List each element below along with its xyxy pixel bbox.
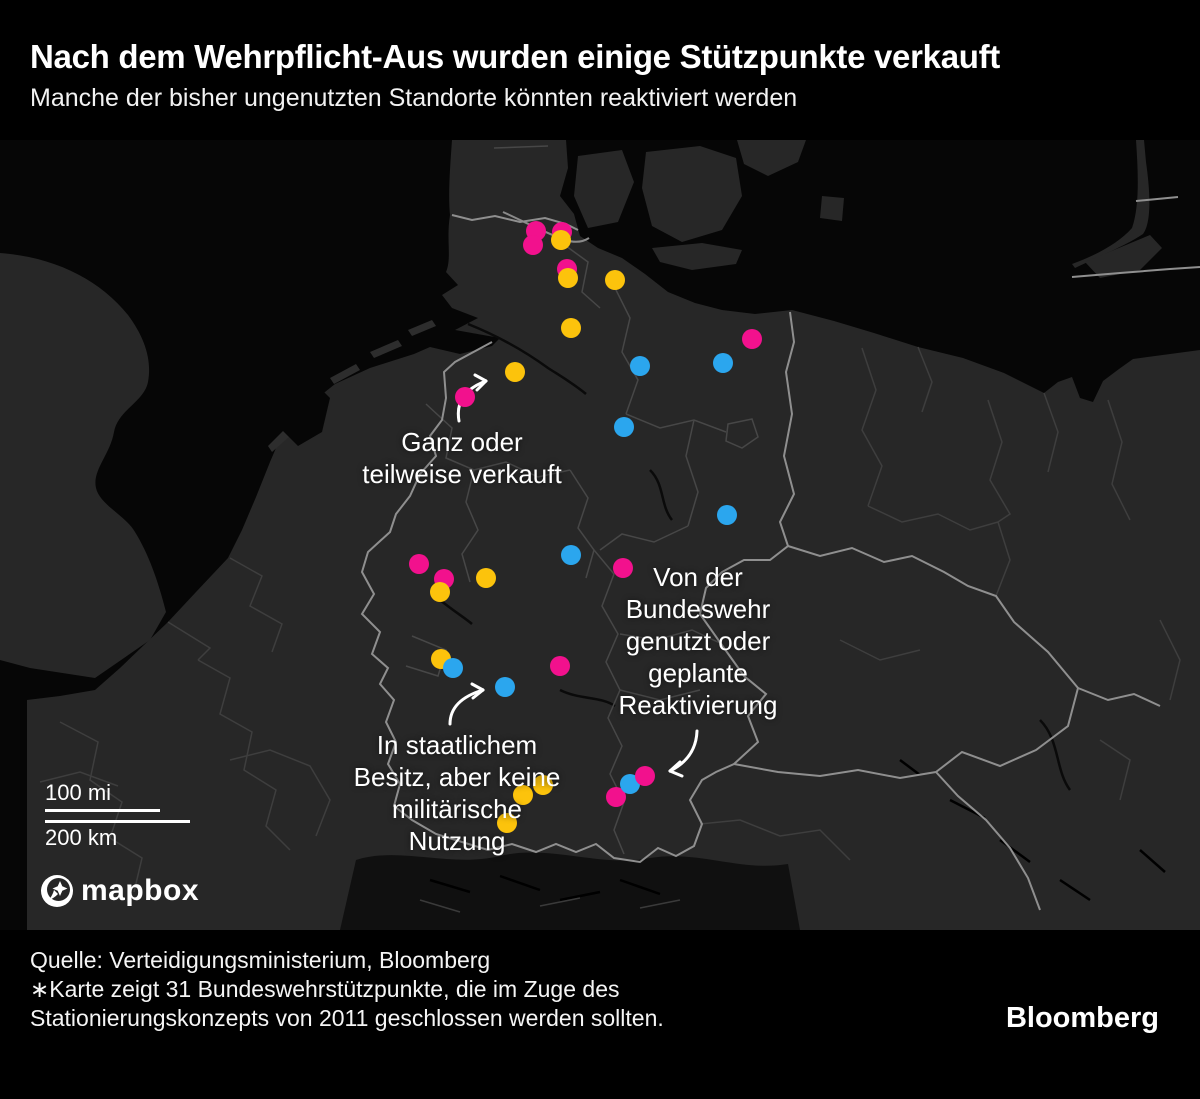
map-point-staatlich xyxy=(630,356,650,376)
map-point-reaktivierung xyxy=(606,787,626,807)
scale-km-bar xyxy=(45,820,190,823)
map-point-reaktivierung xyxy=(635,766,655,786)
annotation-verkauft: Ganz oder teilweise verkauft xyxy=(362,427,562,489)
scale-miles-bar xyxy=(45,809,160,812)
arrow-to-reaktivierung-dot xyxy=(668,729,699,778)
map-point-verkauft xyxy=(430,582,450,602)
page-subtitle: Manche der bisher ungenutzten Standorte … xyxy=(30,84,798,112)
mapbox-attribution[interactable]: mapbox xyxy=(40,874,199,908)
map-point-verkauft xyxy=(505,362,525,382)
map-point-verkauft xyxy=(497,813,517,833)
footnote: ∗Karte zeigt 31 Bundeswehrstützpunkte, d… xyxy=(30,976,664,1031)
map-point-verkauft xyxy=(561,318,581,338)
mapbox-logo-icon xyxy=(41,875,73,907)
mapbox-wordmark: mapbox xyxy=(81,874,200,907)
england-land xyxy=(0,253,166,678)
map-point-reaktivierung xyxy=(455,387,475,407)
state-borders xyxy=(405,145,759,855)
baltic-islands xyxy=(574,140,1162,278)
map-point-reaktivierung xyxy=(409,554,429,574)
map-point-verkauft xyxy=(533,775,553,795)
page-title: Nach dem Wehrpflicht-Aus wurden einige S… xyxy=(30,38,1000,75)
map-point-verkauft xyxy=(605,270,625,290)
map-point-reaktivierung xyxy=(742,329,762,349)
annotation-reaktivierung: Von der Bundeswehr genutzt oder geplante… xyxy=(618,562,778,720)
map-point-staatlich xyxy=(620,774,640,794)
map-point-verkauft xyxy=(476,568,496,588)
map-canvas xyxy=(0,140,1200,930)
map-point-staatlich xyxy=(713,353,733,373)
scale-miles-label: 100 mi xyxy=(45,780,112,805)
scale-km-label: 200 km xyxy=(45,825,118,850)
map-point-verkauft xyxy=(513,785,533,805)
annotation-staatlich: In staatlichem Besitz, aber keine militä… xyxy=(353,730,561,856)
map-point-verkauft xyxy=(551,230,571,250)
alps-terrain xyxy=(340,759,1166,930)
source-line: Quelle: Verteidigungsministerium, Bloomb… xyxy=(30,947,491,973)
rivers xyxy=(439,322,1072,791)
germany-map: Ganz oder teilweise verkauft Von der Bun… xyxy=(0,140,1200,930)
foreign-region-borders xyxy=(39,346,1181,893)
national-borders xyxy=(360,196,1200,911)
ijsselmeer-lake xyxy=(280,380,330,446)
map-point-staatlich xyxy=(717,505,737,525)
arrow-to-staatlich-dot xyxy=(448,682,485,726)
footer: Quelle: Verteidigungsministerium, Bloomb… xyxy=(0,930,1200,1099)
map-point-staatlich xyxy=(443,658,463,678)
bloomberg-logo: Bloomberg xyxy=(1005,1002,1159,1034)
map-point-staatlich xyxy=(614,417,634,437)
map-point-staatlich xyxy=(561,545,581,565)
map-point-staatlich xyxy=(495,677,515,697)
map-point-reaktivierung xyxy=(523,235,543,255)
base-location-dots xyxy=(409,221,762,833)
map-point-reaktivierung xyxy=(550,656,570,676)
map-point-verkauft xyxy=(558,268,578,288)
map-point-reaktivierung xyxy=(613,558,633,578)
